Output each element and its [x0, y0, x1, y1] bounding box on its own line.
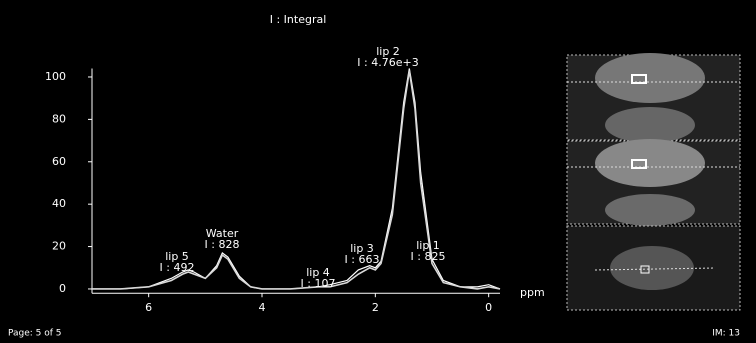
image-number: IM: 13 — [712, 329, 740, 339]
y-tick-label: 100 — [45, 70, 66, 83]
peak-integral: I : 4.76e+3 — [357, 56, 418, 69]
page-indicator: Page: 5 of 5 — [8, 329, 62, 339]
mri-femur — [595, 53, 705, 103]
peak-integral: I : 828 — [205, 238, 240, 251]
y-tick-label: 60 — [52, 155, 66, 168]
x-tick-label: 6 — [145, 301, 152, 314]
mri-cross-section — [610, 246, 694, 290]
mri-panel — [567, 53, 740, 310]
mri-tibia — [605, 107, 695, 143]
peak-integral: I : 825 — [411, 250, 446, 263]
peak-integral: I : 492 — [160, 261, 195, 274]
x-tick-label: 2 — [372, 301, 379, 314]
y-tick-label: 80 — [52, 112, 66, 125]
peak-integral: I : 107 — [301, 277, 336, 290]
x-axis-label: ppm — [520, 286, 545, 299]
x-tick-label: 4 — [259, 301, 266, 314]
y-tick-label: 40 — [52, 197, 66, 210]
chart-title: I : Integral — [270, 13, 327, 26]
y-tick-label: 0 — [59, 282, 66, 295]
mri-tibia — [605, 194, 695, 226]
mri-femur — [595, 139, 705, 187]
screen: I : Integral ppm Page: 5 of 5 IM: 13 020… — [0, 0, 756, 343]
peak-integral: I : 663 — [345, 253, 380, 266]
y-tick-label: 20 — [52, 240, 66, 253]
x-tick-label: 0 — [485, 301, 492, 314]
